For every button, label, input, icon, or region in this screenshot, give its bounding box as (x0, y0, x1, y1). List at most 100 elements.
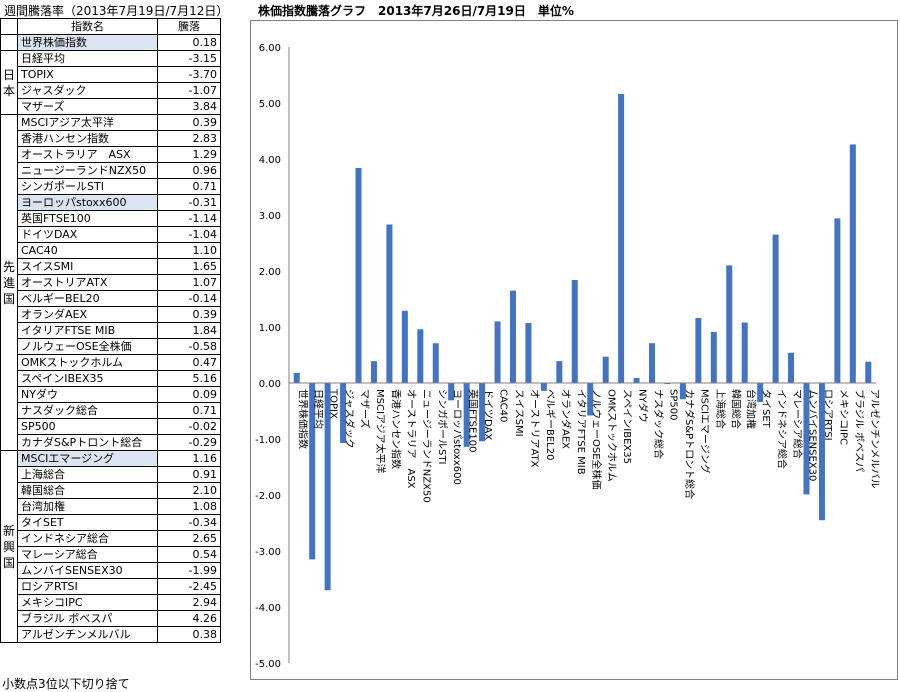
bar (479, 383, 486, 442)
index-change: 0.39 (157, 114, 221, 131)
index-change: 5.16 (157, 370, 221, 387)
index-name: タイSET (17, 514, 158, 531)
table-header-row: 指数名 騰落 (0, 18, 221, 35)
y-tick-label: 1.00 (259, 323, 281, 334)
bar (803, 383, 810, 495)
footnote: 小数点3位以下切り捨て (2, 677, 130, 691)
table-row: ニュージーランドNZX50 0.96 (1, 162, 221, 179)
index-change: -0.02 (157, 418, 221, 435)
table-row: オーストリアATX 1.07 (1, 274, 221, 291)
x-tick-label: ロシアRTSI (822, 389, 833, 441)
bar (710, 332, 717, 383)
table-row: ジャスダック -1.07 (1, 82, 221, 99)
bar (788, 352, 795, 383)
index-name: スペインIBEX35 (17, 370, 158, 387)
table-row: ノルウェーOSE全株価 -0.58 (1, 338, 221, 355)
y-tick-label: -1.00 (255, 435, 281, 446)
index-name: イタリアFTSE MIB (17, 322, 158, 339)
table-row: 世界株価指数 0.18 (0, 34, 221, 51)
bar (726, 265, 733, 383)
page-title: 週間騰落率（2013年7月19日/7月12日） (4, 4, 229, 18)
index-change: -3.15 (157, 50, 221, 67)
x-tick-label: NYダウ (637, 389, 650, 423)
table-row: NYダウ 0.09 (1, 386, 221, 403)
y-tick-label: 0.00 (259, 379, 281, 390)
x-tick-label: CAC40 (498, 389, 509, 422)
table-row: ドイツDAX -1.04 (1, 226, 221, 243)
index-change: 0.38 (157, 626, 221, 643)
bar (509, 290, 516, 383)
y-tick-label: 3.00 (259, 211, 281, 222)
index-change: 0.39 (157, 306, 221, 323)
bar (525, 323, 532, 383)
x-tick-label: インドネシア総合 (776, 389, 789, 469)
index-change: 2.10 (157, 482, 221, 499)
x-tick-label: マザーズ (359, 389, 372, 429)
table-row: マザーズ 3.84 (1, 98, 221, 115)
table-row: ナスダック総合 0.71 (1, 402, 221, 419)
bar (401, 310, 408, 383)
index-name: ノルウェーOSE全株価 (17, 338, 158, 355)
index-change: -1.99 (157, 562, 221, 579)
group-label: 日本 (0, 50, 18, 115)
x-tick-label: SP500 (667, 389, 678, 420)
index-change: 0.54 (157, 546, 221, 563)
index-change: 1.07 (157, 274, 221, 291)
table-row: OMKストックホルム 0.47 (1, 354, 221, 371)
index-change: 2.65 (157, 530, 221, 547)
table-row: ロシアRTSI -2.45 (1, 578, 221, 595)
index-change: -3.70 (157, 66, 221, 83)
index-change: 1.29 (157, 146, 221, 163)
bar (587, 383, 594, 416)
bar (571, 279, 578, 383)
table-row: TOPIX -3.70 (1, 66, 221, 83)
index-name: ベルギーBEL20 (17, 290, 158, 307)
x-tick-label: ノルウェーOSE全株価 (590, 389, 603, 490)
index-change: -1.04 (157, 226, 221, 243)
x-tick-label: 英国FTSE100 (467, 389, 480, 452)
x-tick-label: イタリアFTSE MIB (575, 389, 587, 475)
bar (355, 167, 362, 383)
x-tick-label: マレーシア総合 (791, 389, 804, 459)
bar (340, 383, 347, 443)
table-row: ブラジル ボベスパ 4.26 (1, 610, 221, 627)
bar (633, 377, 640, 383)
index-change: -0.34 (157, 514, 221, 531)
index-change: 4.26 (157, 610, 221, 627)
header-group-cell (0, 18, 18, 35)
index-name: ジャスダック (17, 82, 158, 99)
index-change: 1.84 (157, 322, 221, 339)
table-row: カナダS&Pトロント総合 -0.29 (1, 434, 221, 451)
table-row: シンガポールSTI 0.71 (1, 178, 221, 195)
table-row: オーストラリア ASX 1.29 (1, 146, 221, 163)
x-tick-label: シンガポールSTI (436, 389, 448, 464)
table-row: スペインIBEX35 5.16 (1, 370, 221, 387)
bar (679, 383, 686, 400)
index-change: 1.65 (157, 258, 221, 275)
index-change: 0.71 (157, 402, 221, 419)
index-change: 0.71 (157, 178, 221, 195)
chart-svg: 6.00 5.00 4.00 3.00 2.00 1.00 0.00 -1.00 -2.00 -3… (250, 20, 898, 680)
index-name: 上海総合 (17, 466, 158, 483)
bar (494, 321, 501, 383)
bar (757, 383, 764, 403)
index-name: NYダウ (17, 386, 158, 403)
index-name: メキシコIPC (17, 594, 158, 611)
bar (309, 383, 316, 560)
y-tick-label: -4.00 (255, 603, 281, 614)
x-tick-label: ベルギーBEL20 (544, 389, 556, 460)
index-name: カナダS&Pトロント総合 (17, 434, 158, 451)
table-row: 新興国 MSCIエマージング 1.16 (0, 450, 221, 643)
y-tick-label: 5.00 (259, 99, 281, 110)
index-name: OMKストックホルム (17, 354, 158, 371)
index-change: 0.91 (157, 466, 221, 483)
index-name: アルゼンチンメルバル (17, 626, 158, 643)
index-change: 3.84 (157, 98, 221, 115)
bar (463, 383, 470, 447)
index-name: ロシアRTSI (17, 578, 158, 595)
index-name: ナスダック総合 (17, 402, 158, 419)
index-change: 0.47 (157, 354, 221, 371)
bar (324, 383, 331, 591)
index-name: ブラジル ボベスパ (17, 610, 158, 627)
index-name: ドイツDAX (17, 226, 158, 243)
